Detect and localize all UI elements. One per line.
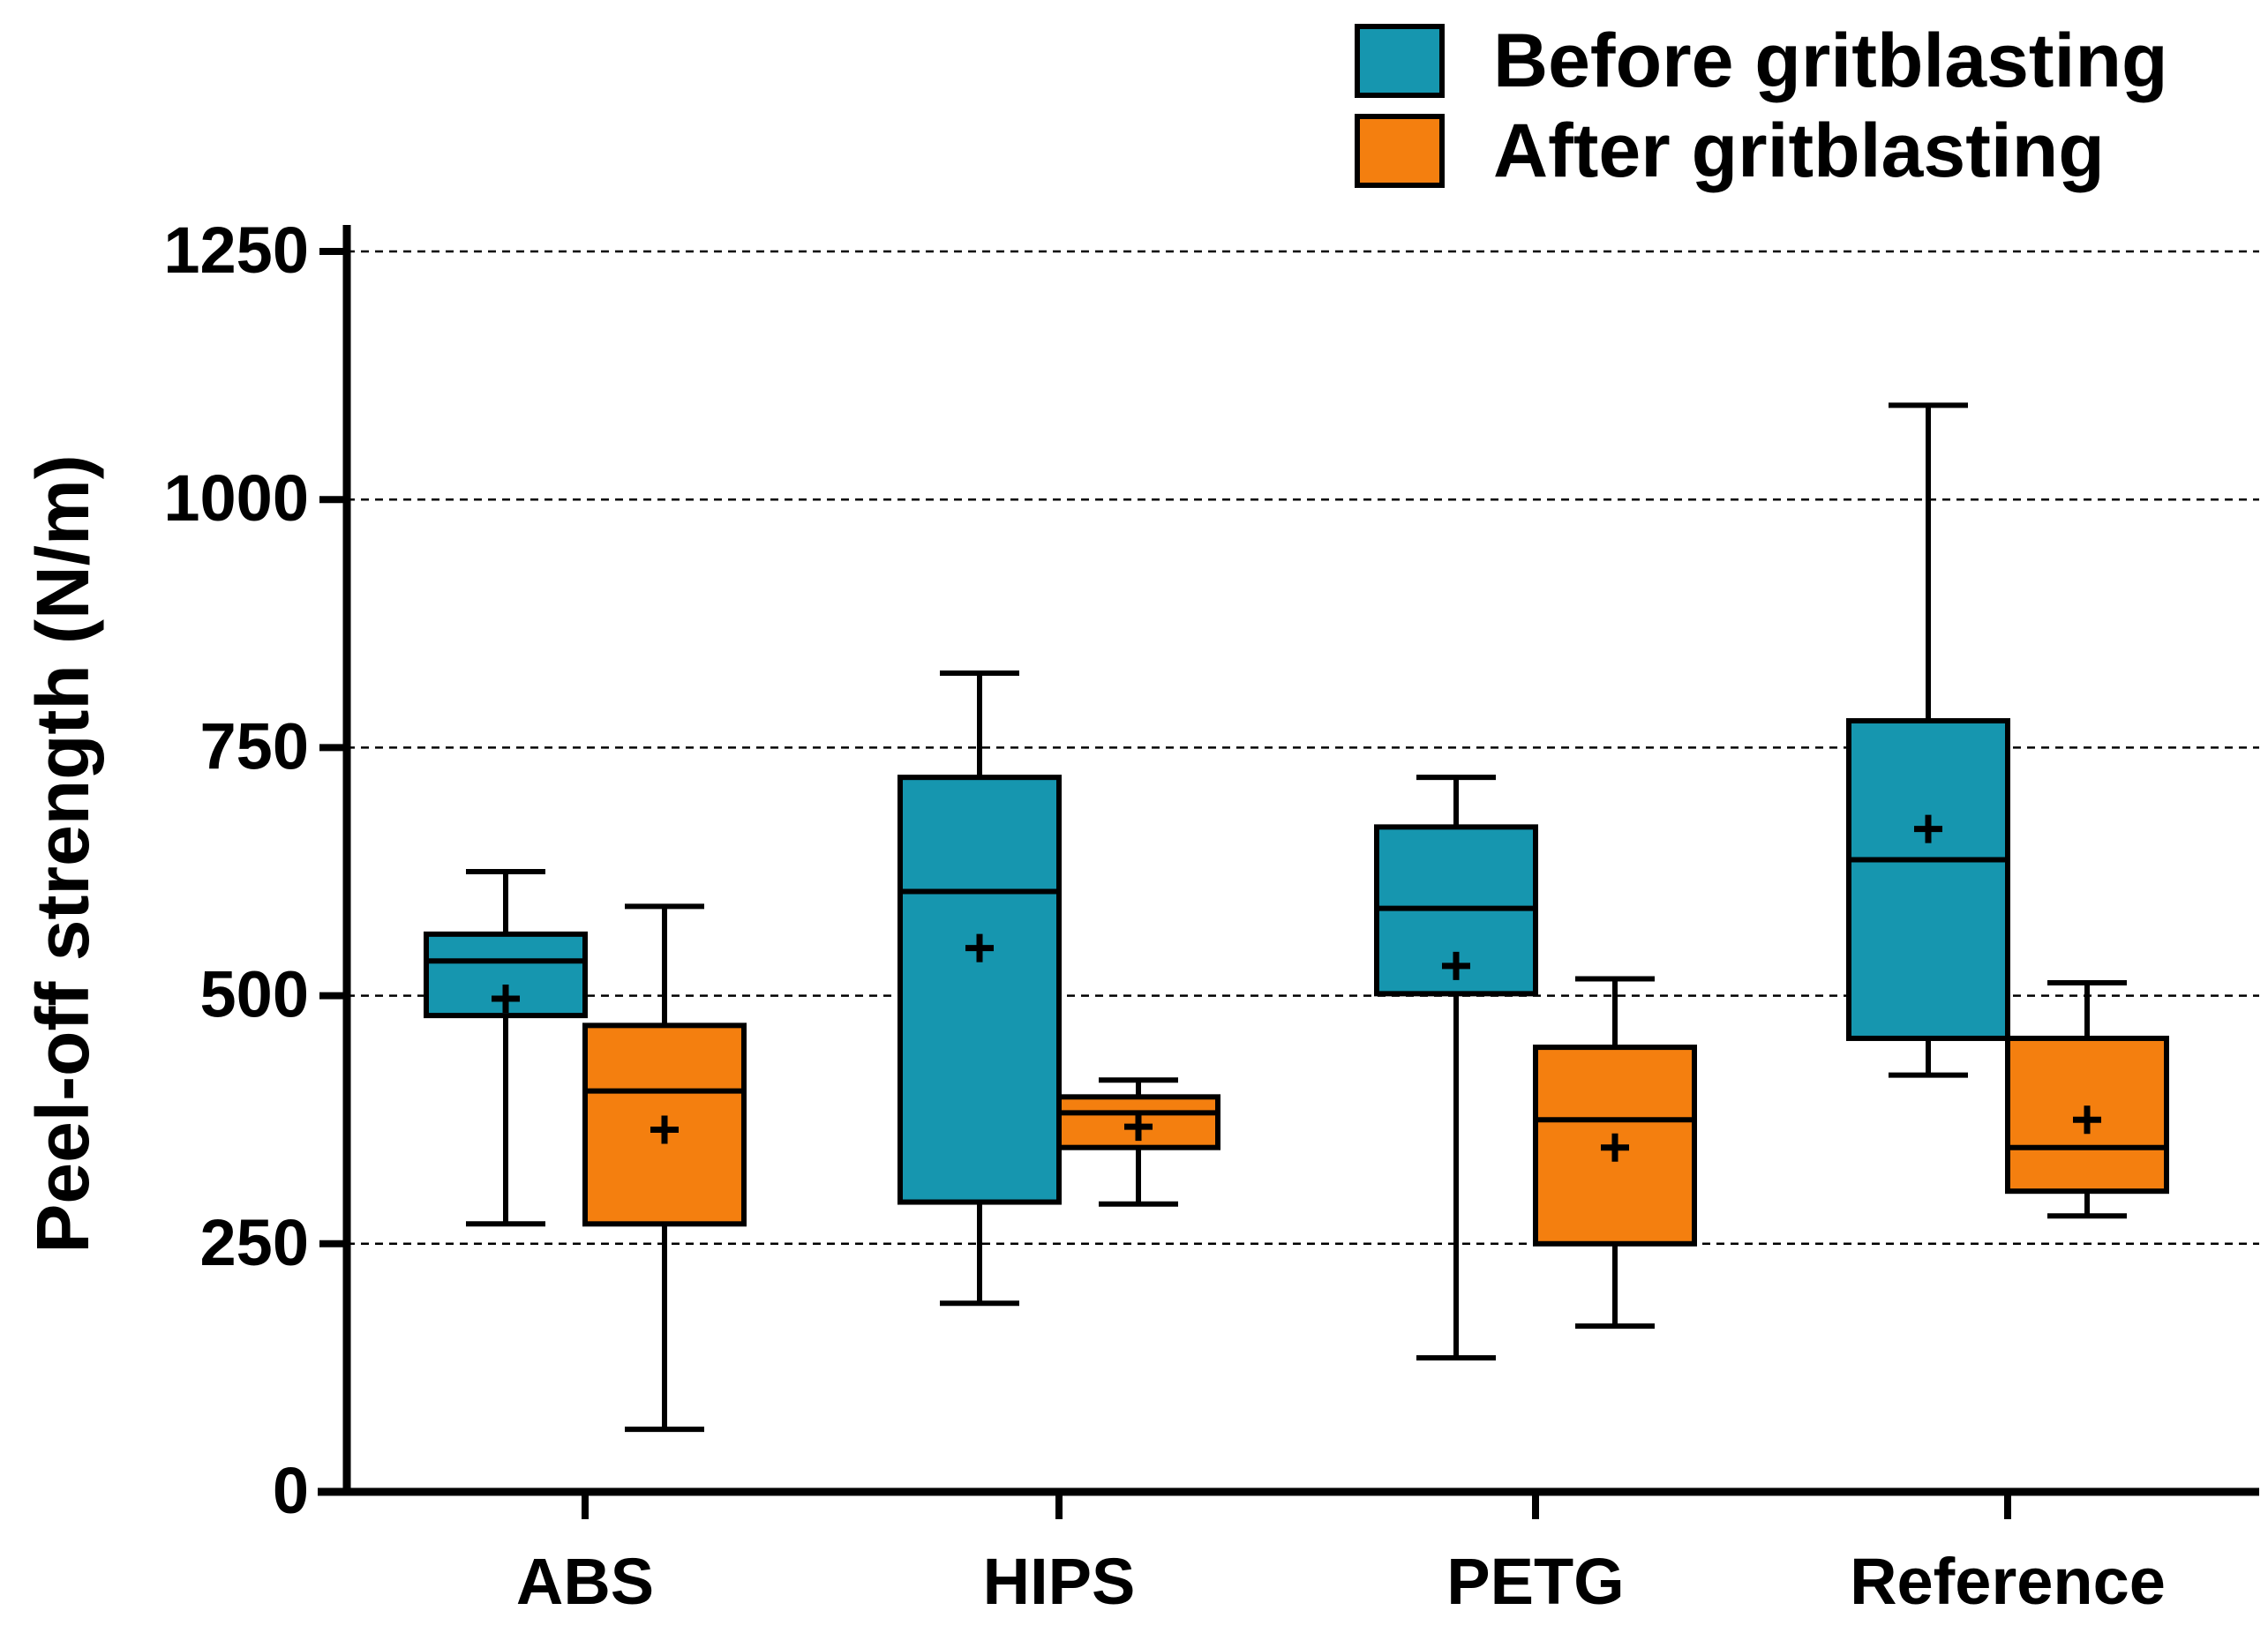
box-reference-after-gritblasting [2005, 979, 2169, 1219]
x-tick-label-hips: HIPS [983, 1545, 1136, 1618]
y-tick-label-750: 750 [200, 709, 309, 783]
legend-label-after-gritblasting: After gritblasting [1493, 109, 2105, 193]
box-reference-before-gritblasting [1846, 402, 2010, 1078]
y-tick-label-1250: 1250 [163, 213, 309, 287]
y-tick-label-0: 0 [273, 1454, 309, 1527]
y-axis-label: Peel-off strength (N/m) [21, 454, 104, 1253]
box-hips-before-gritblasting [897, 670, 1062, 1307]
box-hips-after-gritblasting [1056, 1077, 1220, 1207]
box-petg-before-gritblasting [1374, 775, 1538, 1361]
x-tick-label-abs: ABS [516, 1545, 654, 1618]
x-tick-label-reference: Reference [1850, 1545, 2166, 1618]
box-iqr [897, 775, 1062, 1205]
x-ticks: ABS HIPS PETG Reference [516, 1492, 2166, 1618]
box-petg-after-gritblasting [1533, 976, 1697, 1330]
legend-swatch-before-gritblasting [1355, 24, 1445, 98]
y-ticks: 0 250 500 750 1000 1250 [163, 213, 347, 1527]
box-abs-before-gritblasting [424, 869, 588, 1227]
y-tick-label-1000: 1000 [163, 461, 309, 535]
axes [318, 225, 2259, 1496]
y-tick-label-500: 500 [200, 958, 309, 1031]
y-tick-label-250: 250 [200, 1206, 309, 1279]
box-series [424, 402, 2169, 1433]
legend-label-before-gritblasting: Before gritblasting [1493, 19, 2168, 103]
x-tick-label-petg: PETG [1446, 1545, 1624, 1618]
box-iqr [1846, 718, 2010, 1041]
legend-swatch-after-gritblasting [1355, 114, 1445, 188]
box-abs-after-gritblasting [582, 903, 747, 1433]
